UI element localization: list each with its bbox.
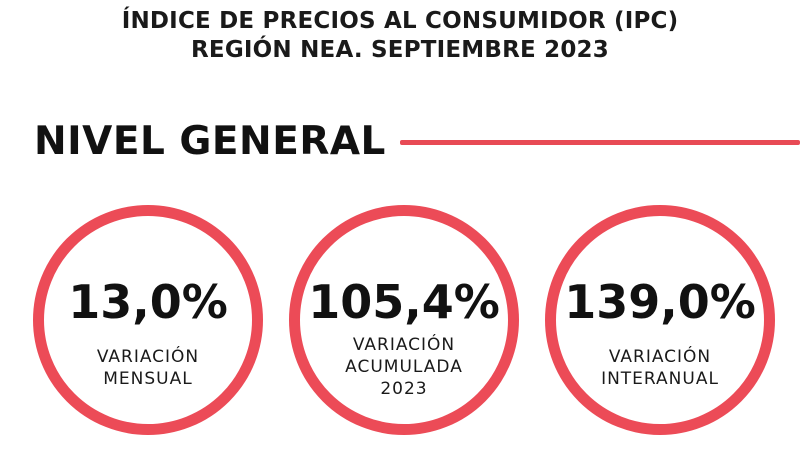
title-line-2: REGIÓN NEA. SEPTIEMBRE 2023 [191,37,609,63]
section-heading: NIVEL GENERAL [34,119,386,164]
metric-circle-yearly: 139,0% VARIACIÓN INTERANUAL [545,205,775,435]
metric-label-monthly: VARIACIÓN MENSUAL [44,346,252,390]
metric-label-yearly: VARIACIÓN INTERANUAL [556,346,764,390]
metric-label-line: INTERANUAL [601,369,719,389]
heading-divider [400,140,800,145]
metric-label-line: VARIACIÓN [352,335,456,355]
title-line-1: ÍNDICE DE PRECIOS AL CONSUMIDOR (IPC) [121,8,679,34]
metric-label-line: ACUMULADA [345,357,463,377]
metric-value-monthly: 13,0% [68,275,228,329]
metric-value-yearly: 139,0% [564,275,756,329]
metric-value-cumulative: 105,4% [308,275,500,329]
metric-label-line: VARIACIÓN [608,347,712,367]
metric-circle-cumulative: 105,4% VARIACIÓN ACUMULADA 2023 [289,205,519,435]
metric-label-line: MENSUAL [103,369,193,389]
metric-label-cumulative: VARIACIÓN ACUMULADA 2023 [300,334,508,400]
metric-circle-monthly: 13,0% VARIACIÓN MENSUAL [33,205,263,435]
metric-label-line: 2023 [380,379,428,399]
metric-label-line: VARIACIÓN [96,347,200,367]
